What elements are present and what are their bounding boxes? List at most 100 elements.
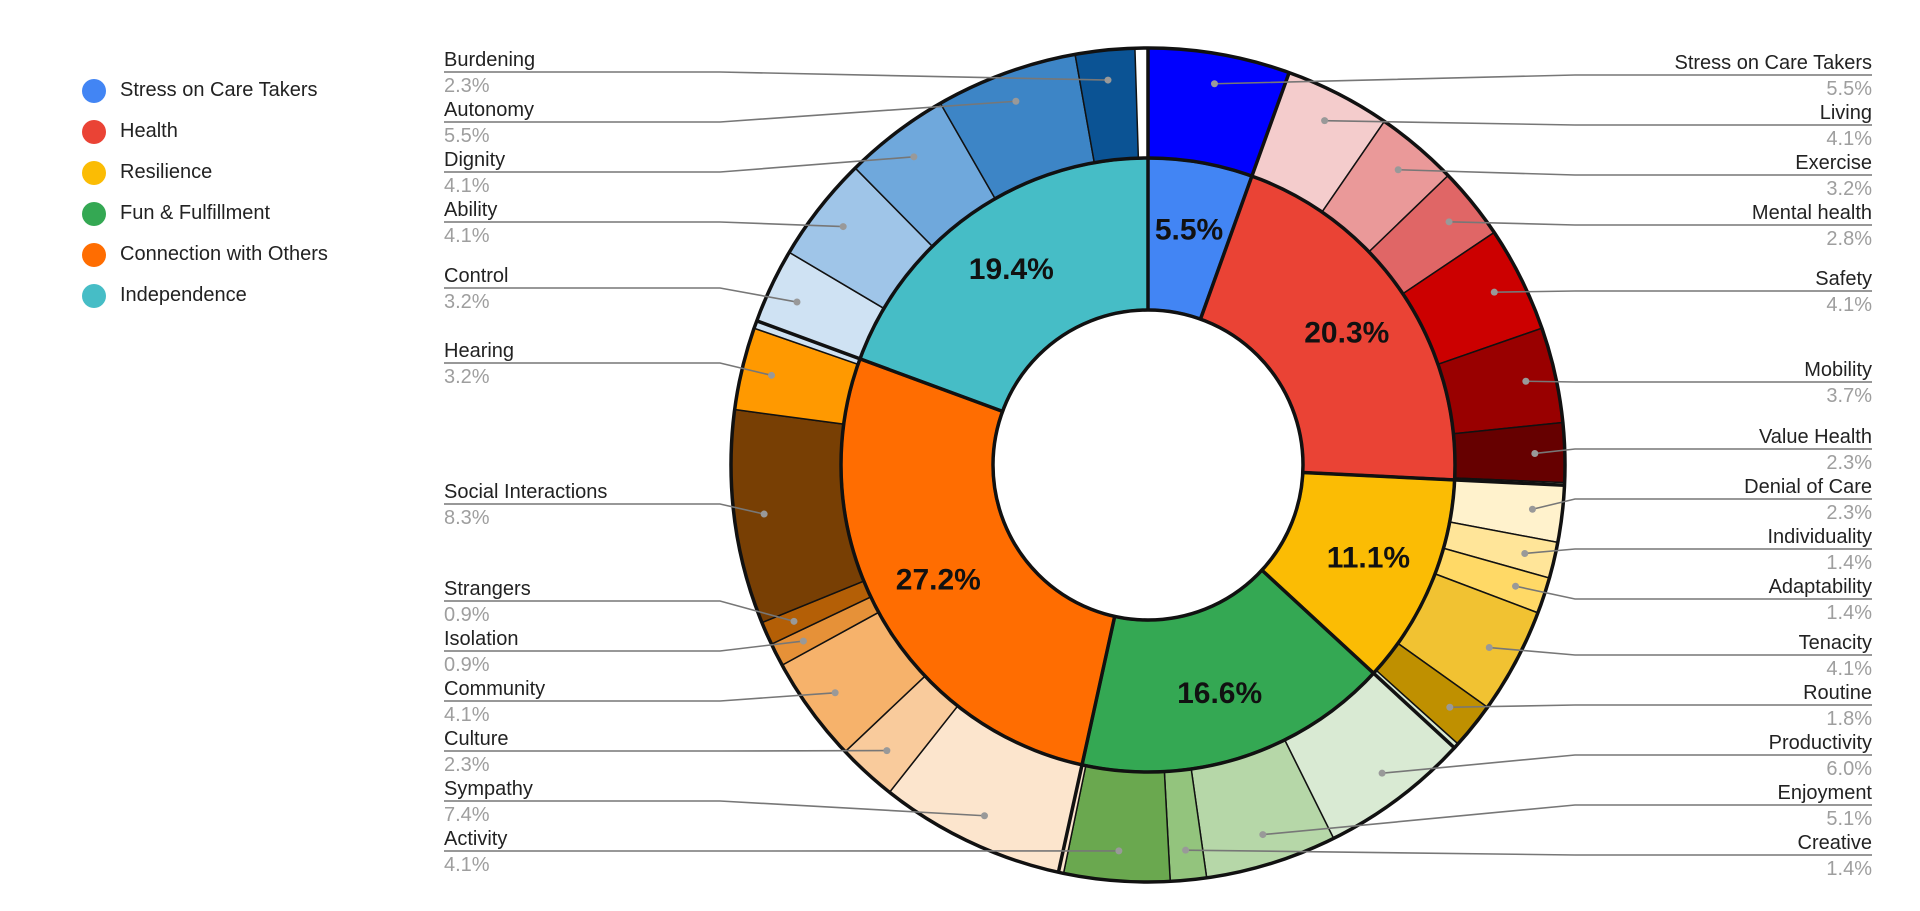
leader-dot — [768, 371, 776, 379]
leader-label-stress-on-care-takers: Stress on Care Takers 5.5% — [1210, 52, 1872, 100]
outer-label-name: Creative — [1798, 832, 1872, 854]
legend-swatch — [82, 201, 106, 226]
leader-dot — [839, 223, 847, 231]
leader-dot — [1259, 831, 1267, 839]
leader-dot — [1490, 288, 1498, 296]
inner-label-independence: 19.4% — [969, 253, 1054, 286]
leader-label-mobility: Mobility 3.7% — [1522, 359, 1872, 407]
leader-label-exercise: Exercise 3.2% — [1394, 152, 1872, 200]
leader-dot — [1182, 846, 1190, 854]
outer-label-percent: 6.0% — [1826, 758, 1872, 780]
outer-label-percent: 1.4% — [1826, 858, 1872, 880]
inner-label-connection-with-others: 27.2% — [896, 564, 981, 597]
outer-label-percent: 4.1% — [1826, 658, 1872, 680]
outer-label-name: Hearing — [444, 340, 514, 362]
leader-line — [1524, 548, 1872, 555]
outer-label-percent: 4.1% — [444, 704, 490, 726]
outer-label-name: Strangers — [444, 578, 531, 600]
leader-dot — [883, 747, 891, 755]
outer-label-name: Safety — [1815, 268, 1872, 290]
outer-label-name: Mental health — [1752, 202, 1872, 224]
legend-item-independence[interactable]: Independence — [82, 275, 328, 316]
outer-label-percent: 3.2% — [1826, 178, 1872, 200]
leader-line — [444, 221, 844, 228]
group-separator — [1260, 568, 1456, 750]
outer-label-percent: 4.1% — [1826, 128, 1872, 150]
legend-label: Independence — [120, 284, 247, 306]
outer-label-percent: 7.4% — [444, 804, 490, 826]
leader-dot — [1512, 582, 1520, 590]
legend-label: Stress on Care Takers — [120, 79, 318, 101]
outer-label-name: Productivity — [1769, 732, 1872, 754]
outer-label-name: Enjoyment — [1778, 782, 1873, 804]
leader-dot — [1321, 117, 1329, 125]
slices — [729, 46, 1567, 884]
leader-line — [1515, 585, 1872, 600]
leader-line — [1398, 168, 1872, 176]
leader-label-tenacity: Tenacity 4.1% — [1485, 632, 1872, 680]
outer-label-percent: 2.3% — [1826, 452, 1872, 474]
legend-label: Health — [120, 120, 178, 142]
leader-line — [444, 800, 985, 817]
legend-item-resilience[interactable]: Resilience — [82, 152, 328, 193]
leader-line — [1382, 754, 1872, 774]
leader-line — [444, 100, 1016, 123]
inner-labels: 5.5% 20.3% 11.1% 16.6% 27.2% 19.4% — [896, 214, 1410, 710]
outer-label-name: Value Health — [1759, 426, 1872, 448]
leader-label-isolation: Isolation 0.9% — [444, 628, 807, 676]
leader-dot — [1210, 80, 1218, 88]
legend-item-stress-on-care-takers[interactable]: Stress on Care Takers — [82, 70, 328, 111]
legend-swatch — [82, 119, 106, 144]
leader-label-activity: Activity 4.1% — [444, 828, 1123, 876]
inner-label-health: 20.3% — [1304, 316, 1389, 349]
leader-dot — [793, 298, 801, 306]
leader-label-sympathy: Sympathy 7.4% — [444, 778, 988, 826]
group-separator — [756, 319, 1004, 414]
leader-line — [444, 287, 798, 303]
outer-label-percent: 4.1% — [444, 225, 490, 247]
leader-line — [444, 156, 914, 173]
chart-legend: Stress on Care Takers Health Resilience Fun… — [82, 70, 328, 316]
outer-label-percent: 3.2% — [444, 291, 490, 313]
outer-label-name: Dignity — [444, 149, 505, 171]
donut-hole — [991, 308, 1305, 622]
group-separator — [1056, 616, 1117, 873]
leader-label-community: Community 4.1% — [444, 678, 839, 726]
outer-label-percent: 3.2% — [444, 366, 490, 388]
leader-dot — [1378, 769, 1386, 777]
outer-label-percent: 5.5% — [1826, 78, 1872, 100]
leader-line — [1489, 646, 1872, 656]
outer-label-percent: 4.1% — [444, 175, 490, 197]
outer-label-name: Denial of Care — [1744, 476, 1872, 498]
outer-labels: Stress on Care Takers5.5%Living4.1%Exerc… — [444, 49, 1872, 880]
leader-label-autonomy: Autonomy 5.5% — [444, 97, 1020, 147]
outer-label-percent: 2.3% — [444, 754, 490, 776]
leader-line — [444, 600, 795, 623]
legend-swatch — [82, 283, 106, 308]
leader-dot — [799, 637, 807, 645]
leader-dot — [1531, 449, 1539, 457]
leader-line — [1185, 849, 1872, 856]
legend-swatch — [82, 78, 106, 103]
outer-label-name: Activity — [444, 828, 507, 850]
leader-dot — [831, 689, 839, 697]
leader-label-dignity: Dignity 4.1% — [444, 149, 918, 197]
outer-label-percent: 2.8% — [1826, 228, 1872, 250]
leader-label-productivity: Productivity 6.0% — [1378, 732, 1872, 780]
outer-label-percent: 2.3% — [1826, 502, 1872, 524]
leader-label-individuality: Individuality 1.4% — [1521, 526, 1872, 574]
legend-item-connection-with-others[interactable]: Connection with Others — [82, 234, 328, 275]
legend-item-health[interactable]: Health — [82, 111, 328, 152]
legend-item-fun-and-fulfillment[interactable]: Fun & Fulfillment — [82, 193, 328, 234]
leader-dot — [1522, 377, 1530, 385]
outer-label-percent: 2.3% — [444, 75, 490, 97]
leader-label-ability: Ability 4.1% — [444, 199, 847, 247]
leader-line — [444, 640, 804, 652]
leader-dot — [1445, 218, 1453, 226]
leader-label-living: Living 4.1% — [1321, 102, 1872, 150]
outer-label-name: Individuality — [1767, 526, 1872, 548]
leader-line — [444, 362, 772, 377]
leader-label-social-interactions: Social Interactions 8.3% — [444, 481, 768, 529]
leader-label-enjoyment: Enjoyment 5.1% — [1259, 782, 1873, 839]
